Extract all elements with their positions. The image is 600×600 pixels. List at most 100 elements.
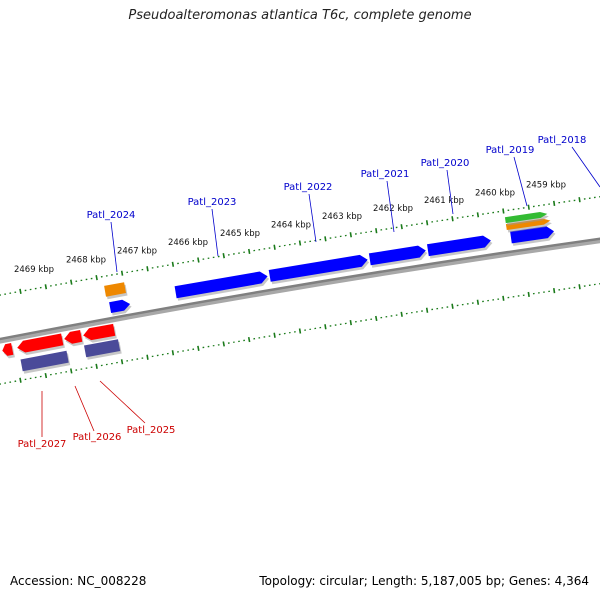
- ruler-major-tick: [273, 332, 276, 338]
- ruler-tick-label: 2462 kbp: [373, 204, 413, 214]
- gene-label-forward: Patl_2020: [421, 158, 470, 169]
- backbone-shadow: [0, 238, 600, 344]
- gene-leader-line: [513, 156, 528, 207]
- ruler-major-tick: [476, 299, 480, 305]
- gene-leader-line: [571, 146, 600, 188]
- ruler-major-tick: [324, 324, 327, 330]
- gene-label-forward: Patl_2023: [188, 197, 237, 208]
- ruler-major-tick: [70, 368, 73, 374]
- cds-forward: [268, 254, 370, 285]
- cds-forward-body: [174, 271, 268, 299]
- feature-orange: [505, 218, 552, 233]
- gene-leader-line: [211, 208, 219, 257]
- cds-reverse: [83, 323, 117, 343]
- outer-ruler: [0, 196, 600, 296]
- cds-reverse-body: [64, 330, 83, 344]
- ruler-tick-label: 2459 kbp: [526, 181, 566, 191]
- gene-leader-line: [110, 221, 118, 273]
- ruler-major-tick: [425, 307, 429, 313]
- cds-forward: [368, 245, 428, 268]
- ruler-major-tick: [19, 377, 22, 383]
- feature-orange-body: [505, 218, 551, 230]
- feature-slate-body: [20, 350, 69, 372]
- ruler-tick-label: 2467 kbp: [117, 247, 157, 257]
- feature-slate: [20, 350, 71, 374]
- ruler-major-tick: [171, 261, 175, 267]
- cds-reverse-body: [17, 333, 64, 353]
- accession-text: Accession: NC_008228: [10, 574, 147, 588]
- map-title: Pseudoalteromonas atlantica T6c, complet…: [128, 8, 472, 23]
- ruler-tick-label: 2466 kbp: [168, 238, 208, 248]
- ruler-major-tick: [44, 372, 48, 379]
- ruler-major-tick: [553, 287, 556, 294]
- cds-forward: [174, 271, 270, 301]
- ruler-tick-label: 2463 kbp: [322, 212, 362, 222]
- ruler-major-tick: [578, 284, 581, 290]
- feature-green: [504, 212, 549, 226]
- ruler-major-tick: [222, 341, 225, 347]
- feature-slate-body: [84, 339, 121, 358]
- gene-label-reverse: Patl_2027: [18, 439, 67, 450]
- cds-forward-body: [427, 235, 491, 257]
- ruler-tick-label: 2460 kbp: [475, 188, 515, 198]
- cds-reverse-body: [2, 343, 14, 356]
- ruler-major-tick: [19, 288, 22, 294]
- ruler-major-tick: [146, 354, 149, 360]
- gene-leader-line: [386, 180, 395, 233]
- gene-label-forward: Patl_2021: [361, 169, 410, 180]
- cds-reverse-body: [83, 323, 116, 341]
- ruler-major-tick: [197, 257, 200, 263]
- cds-forward-body: [268, 254, 368, 282]
- ruler-major-tick: [400, 224, 403, 230]
- cds-forward-body: [368, 245, 426, 266]
- ruler-major-tick: [400, 311, 403, 317]
- ruler-tick-label: 2465 kbp: [220, 229, 260, 239]
- ruler-major-tick: [527, 204, 530, 210]
- ruler-major-tick: [375, 315, 378, 322]
- ruler-major-tick: [375, 228, 378, 234]
- cds-reverse: [2, 343, 15, 359]
- ruler-major-tick: [222, 253, 225, 259]
- ruler-major-tick: [171, 350, 175, 356]
- gene-label-forward: Patl_2024: [87, 210, 136, 221]
- ruler-major-tick: [247, 336, 251, 343]
- ruler-major-tick: [273, 244, 276, 250]
- ruler-major-tick: [120, 359, 124, 365]
- ruler-tick-label: 2461 kbp: [424, 196, 464, 206]
- gene-label-forward: Patl_2018: [538, 135, 587, 146]
- gene-label-reverse: Patl_2026: [73, 432, 122, 443]
- ruler-major-tick: [451, 216, 454, 222]
- ruler-major-tick: [95, 363, 98, 369]
- ruler-major-tick: [553, 200, 556, 207]
- cds-reverse: [17, 333, 65, 355]
- cds-forward: [109, 299, 132, 316]
- ruler-major-tick: [146, 266, 149, 272]
- ruler-major-tick: [197, 345, 200, 351]
- ruler-tick-label: 2469 kbp: [14, 265, 54, 275]
- ruler-major-tick: [248, 248, 251, 255]
- ruler-major-tick: [324, 236, 327, 242]
- feature-green-body: [504, 212, 548, 224]
- ruler-major-tick: [476, 212, 480, 218]
- genome-summary-text: Topology: circular; Length: 5,187,005 bp…: [259, 574, 589, 588]
- ruler-major-tick: [298, 328, 302, 334]
- ruler-major-tick: [44, 284, 48, 290]
- ruler-tick-label: 2464 kbp: [271, 221, 311, 231]
- feature-slate: [84, 339, 122, 360]
- feature-orange: [104, 282, 128, 300]
- gene-leader-line: [99, 380, 146, 424]
- ruler-major-tick: [425, 220, 429, 226]
- ruler-major-tick: [120, 270, 124, 276]
- ruler-major-tick: [578, 197, 581, 203]
- ruler-major-tick: [527, 291, 530, 298]
- backbone: [0, 237, 600, 341]
- cds-forward: [427, 235, 493, 259]
- ruler-major-tick: [70, 279, 73, 285]
- cds-forward-body: [109, 299, 131, 313]
- ruler-tick-label: 2468 kbp: [66, 256, 106, 266]
- ruler-major-tick: [349, 319, 352, 326]
- feature-orange-body: [104, 282, 126, 297]
- ruler-major-tick: [95, 275, 98, 281]
